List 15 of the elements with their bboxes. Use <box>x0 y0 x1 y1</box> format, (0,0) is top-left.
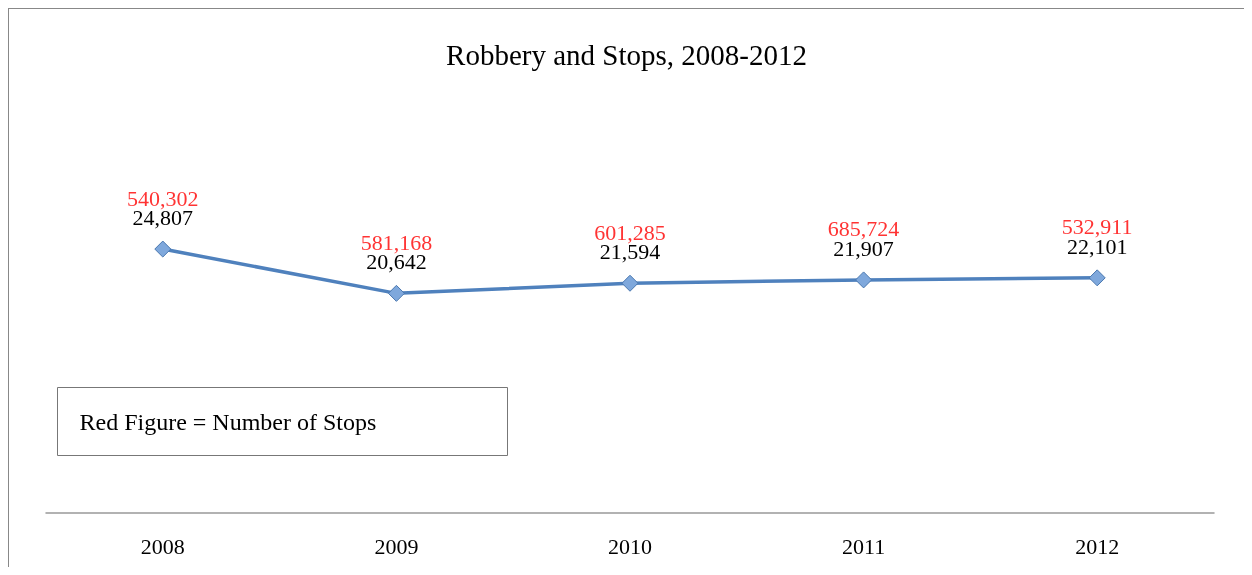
x-tick-label: 2011 <box>842 533 886 559</box>
point <box>154 240 172 258</box>
annotation: 581,168 <box>360 229 433 255</box>
point <box>387 284 405 302</box>
x-tick-label: 2010 <box>608 533 652 559</box>
point <box>621 274 639 292</box>
x-tick-label: 2009 <box>374 533 419 559</box>
point <box>855 271 873 289</box>
text: Red Figure = Number of Stops <box>79 408 377 435</box>
x-tick-label: 2012 <box>1075 533 1120 559</box>
x-tick-label: 2008 <box>140 533 185 559</box>
annotation: 685,724 <box>827 216 900 242</box>
annotation: 540,302 <box>127 185 199 211</box>
chart-title: Robbery and Stops, 2008-2012 <box>446 38 807 71</box>
point <box>1088 269 1106 287</box>
